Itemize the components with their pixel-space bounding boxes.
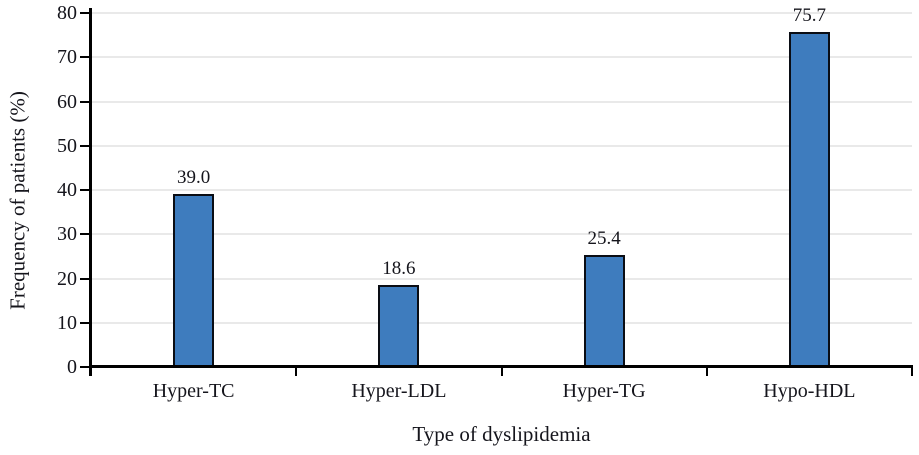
y-axis-line <box>89 8 92 376</box>
category-label: Hyper-TG <box>562 380 646 402</box>
bar <box>378 284 420 367</box>
y-axis-tick <box>80 366 92 368</box>
y-tick-label: 60 <box>57 90 77 113</box>
bar-value-label: 25.4 <box>587 227 621 249</box>
gridline <box>91 12 912 14</box>
y-tick-label: 0 <box>67 356 77 378</box>
category-label: Hyper-LDL <box>351 380 447 402</box>
gridline <box>91 189 912 191</box>
x-axis-title: Type of dyslipidemia <box>412 422 591 446</box>
gridline <box>91 321 912 324</box>
gridline <box>91 277 912 280</box>
bar-value-label: 39.0 <box>177 167 211 189</box>
y-tick-label: 30 <box>57 223 77 246</box>
y-tick-label: 80 <box>57 2 77 24</box>
y-axis-tick <box>80 100 92 103</box>
y-axis-title: Frequency of patients (%) <box>5 91 30 310</box>
y-axis-tick <box>80 12 92 14</box>
y-tick-label: 10 <box>57 311 77 334</box>
x-axis-tick <box>705 365 708 376</box>
category-label: Hypo-HDL <box>763 380 856 402</box>
bar <box>788 32 830 367</box>
bar <box>583 254 625 367</box>
y-axis-tick <box>80 144 92 147</box>
gridline <box>91 144 912 147</box>
gridline <box>91 56 912 59</box>
y-axis-tick <box>80 277 92 280</box>
y-axis-tick <box>80 189 92 191</box>
y-axis-tick <box>80 56 92 59</box>
y-tick-label: 20 <box>57 267 77 290</box>
y-tick-label: 70 <box>57 46 77 69</box>
bar-value-label: 75.7 <box>792 5 826 27</box>
y-axis-tick <box>80 233 92 236</box>
x-axis-tick <box>90 365 92 376</box>
gridline <box>91 233 912 236</box>
gridline <box>91 100 912 103</box>
bar-value-label: 18.6 <box>382 257 416 279</box>
y-axis-tick <box>80 321 92 324</box>
y-tick-label: 40 <box>57 179 77 201</box>
y-tick-label: 50 <box>57 134 77 157</box>
x-axis-tick <box>500 365 503 376</box>
x-axis-tick <box>911 365 913 376</box>
bar <box>173 194 215 367</box>
x-axis-tick <box>295 365 298 376</box>
category-label: Hyper-TC <box>152 380 235 402</box>
